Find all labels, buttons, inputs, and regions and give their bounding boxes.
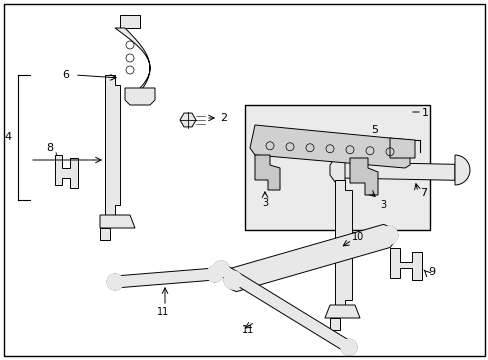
Polygon shape: [100, 228, 110, 240]
Polygon shape: [254, 155, 280, 190]
Text: 4: 4: [4, 132, 12, 142]
Text: 10: 10: [351, 232, 364, 242]
Polygon shape: [389, 138, 414, 158]
Text: 8: 8: [46, 143, 54, 153]
Circle shape: [213, 261, 228, 277]
Text: 5: 5: [371, 125, 378, 135]
Text: 11: 11: [157, 307, 169, 317]
Polygon shape: [334, 180, 351, 310]
Polygon shape: [249, 125, 409, 168]
Circle shape: [379, 226, 397, 244]
Polygon shape: [325, 305, 359, 318]
Polygon shape: [115, 268, 215, 288]
Bar: [244, 105, 429, 230]
Polygon shape: [55, 155, 78, 188]
Polygon shape: [115, 28, 150, 93]
Polygon shape: [329, 318, 339, 330]
Polygon shape: [125, 88, 155, 105]
Polygon shape: [339, 162, 454, 180]
Text: 3: 3: [379, 200, 386, 210]
Text: 2: 2: [220, 113, 226, 123]
Text: 6: 6: [62, 70, 69, 80]
Circle shape: [206, 266, 223, 282]
Polygon shape: [329, 158, 345, 182]
Text: 9: 9: [427, 267, 434, 277]
Polygon shape: [218, 264, 351, 352]
Circle shape: [224, 271, 242, 289]
Circle shape: [340, 339, 356, 355]
Polygon shape: [454, 155, 469, 185]
Polygon shape: [120, 15, 140, 28]
Text: 1: 1: [421, 108, 428, 118]
Text: 11: 11: [242, 325, 254, 335]
Text: 3: 3: [262, 198, 267, 208]
Circle shape: [107, 274, 123, 290]
Polygon shape: [225, 224, 393, 292]
Text: 7: 7: [419, 188, 426, 198]
Polygon shape: [100, 215, 135, 228]
Polygon shape: [389, 248, 421, 280]
Polygon shape: [105, 75, 120, 215]
Polygon shape: [180, 113, 196, 127]
Polygon shape: [349, 158, 377, 195]
